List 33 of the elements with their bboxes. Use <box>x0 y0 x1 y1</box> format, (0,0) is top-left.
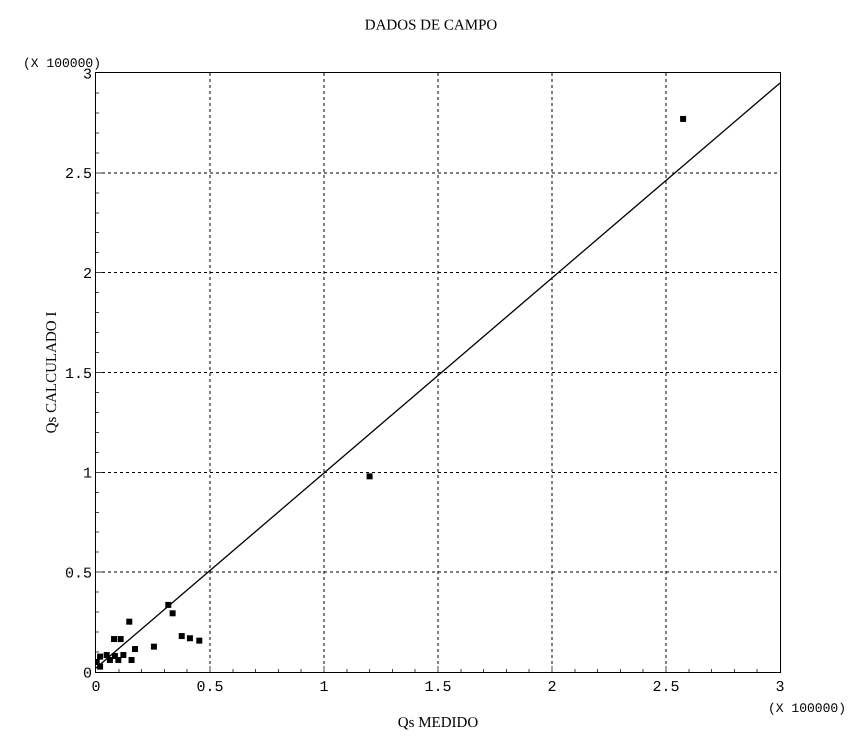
point <box>126 618 132 625</box>
point <box>106 657 113 664</box>
x-tick-label: 2.5 <box>652 679 680 696</box>
point <box>132 646 138 652</box>
point <box>366 473 373 480</box>
point <box>118 636 124 642</box>
x-tick-label: 3 <box>775 679 785 696</box>
point <box>111 636 118 642</box>
x-tick-label: 1.5 <box>424 679 452 696</box>
y-tick-label: 1.5 <box>64 366 92 383</box>
point <box>104 652 110 658</box>
x-tick-label: 2 <box>547 679 557 696</box>
text: (X 100000) <box>768 701 846 716</box>
point <box>178 633 185 640</box>
point <box>97 654 104 660</box>
y-axis-title: Qs CALCULADO I <box>44 312 60 434</box>
y-tick-label: 2 <box>82 266 92 283</box>
point <box>128 657 135 664</box>
x-tick-label: 1 <box>319 679 329 696</box>
y-tick-label: 0.5 <box>64 565 92 582</box>
chart-title: DADOS DE CAMPO <box>364 17 498 34</box>
x-axis-title: Qs MEDIDO <box>398 715 478 731</box>
y-tick-label: 0 <box>82 665 92 682</box>
x-tick-label: 0.5 <box>196 679 224 696</box>
point <box>150 644 157 650</box>
point <box>120 652 126 658</box>
point <box>170 610 176 616</box>
point <box>186 635 193 642</box>
point <box>196 638 202 644</box>
y-tick-label: 2.5 <box>64 166 92 184</box>
point <box>680 116 686 122</box>
point <box>115 657 122 664</box>
y-tick-label: 1 <box>82 466 92 483</box>
